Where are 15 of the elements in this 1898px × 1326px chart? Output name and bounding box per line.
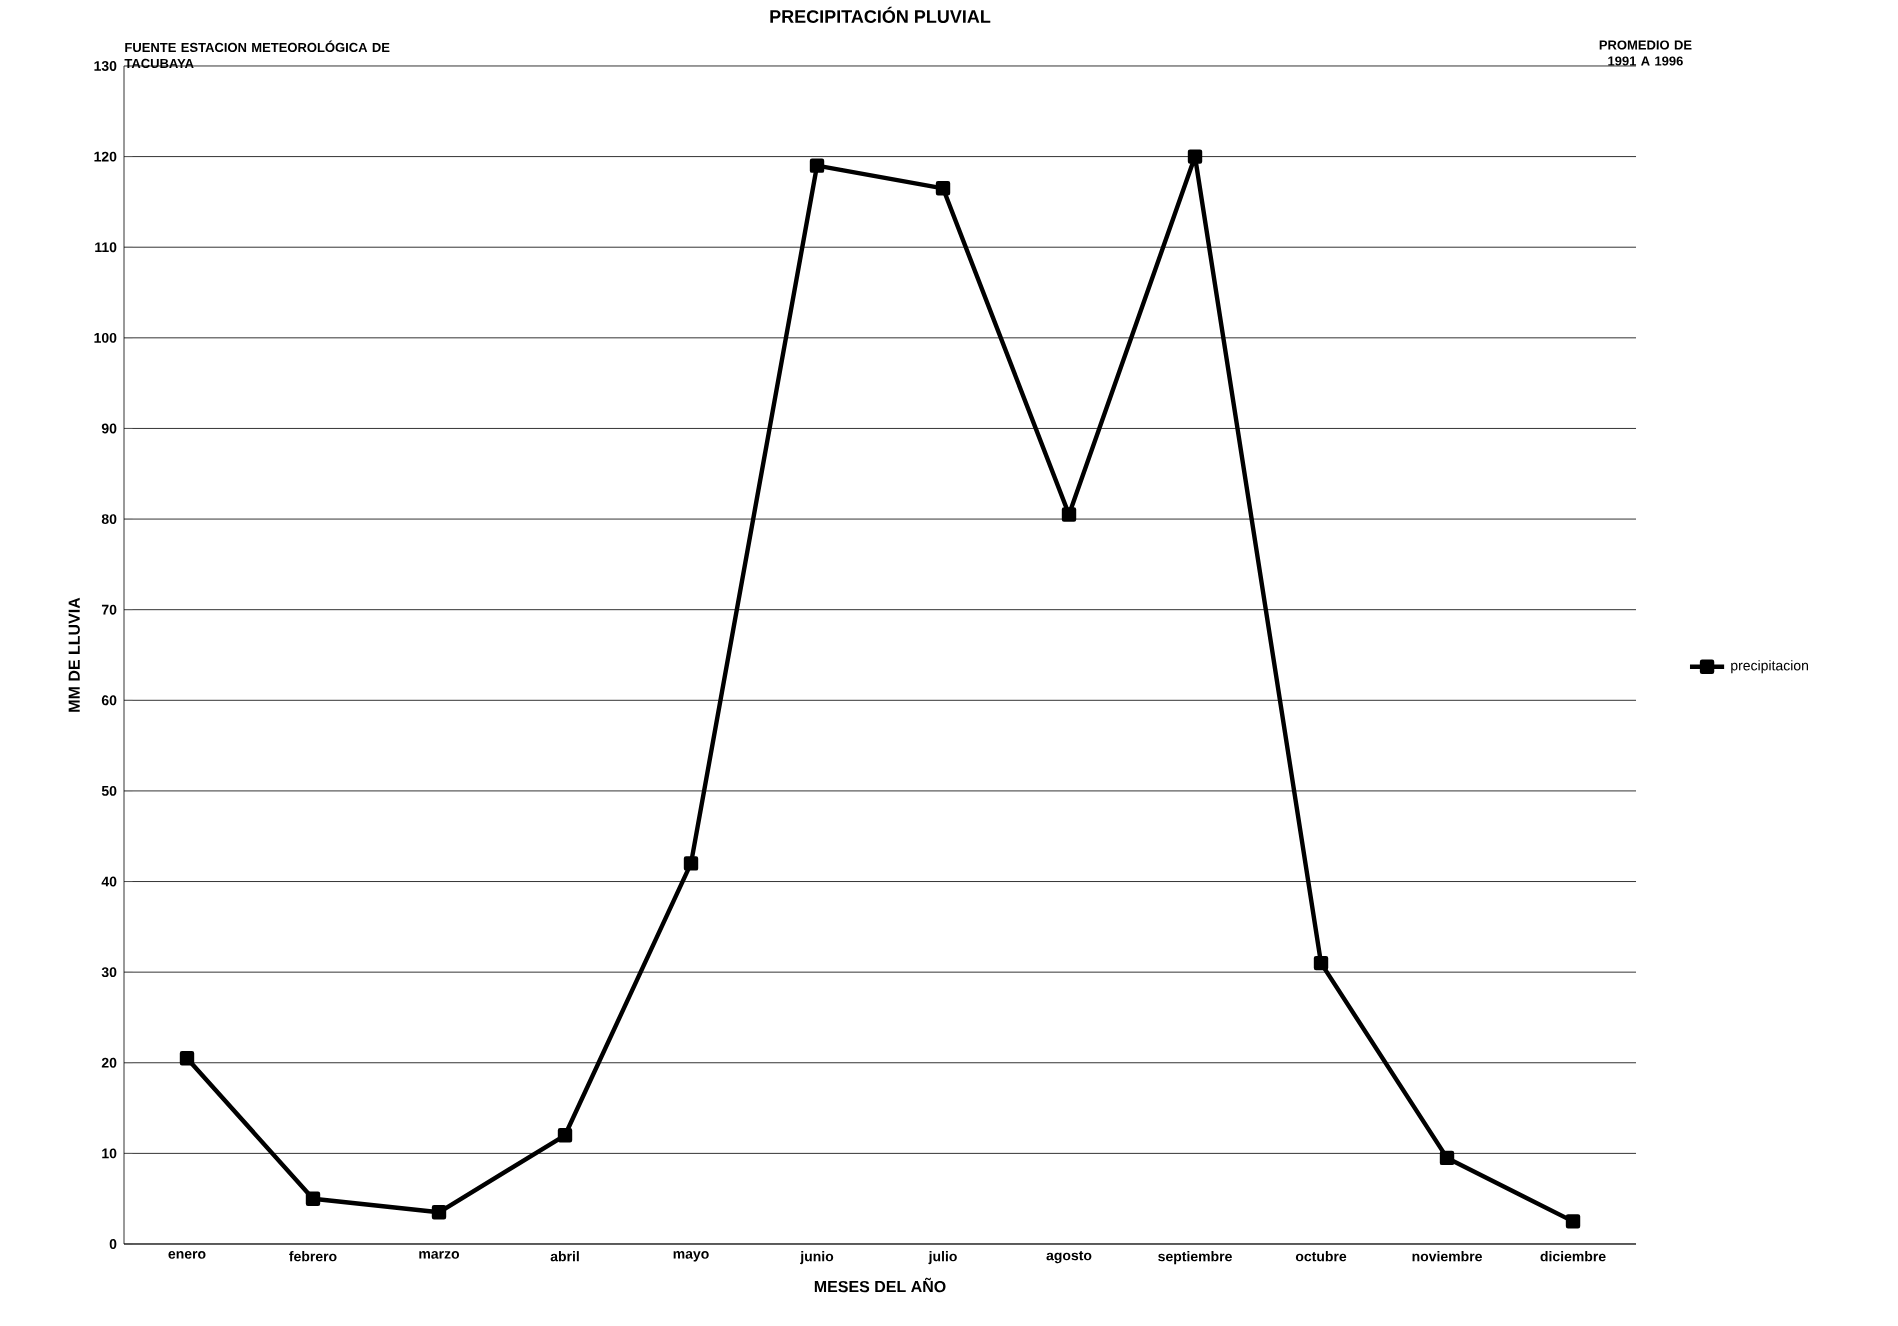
point bbox=[1439, 1150, 1455, 1166]
point bbox=[809, 158, 825, 173]
point bbox=[683, 856, 699, 871]
point bbox=[305, 1191, 321, 1206]
y-axis-title: MM DE LLUVIA bbox=[68, 597, 80, 712]
point bbox=[935, 181, 951, 196]
point bbox=[431, 1205, 447, 1220]
point bbox=[1187, 149, 1203, 164]
point bbox=[179, 1051, 195, 1066]
point bbox=[1061, 507, 1077, 522]
point bbox=[557, 1128, 573, 1143]
point bbox=[1313, 955, 1329, 971]
chart-title: PRECIPITACIÓN PLUVIAL bbox=[770, 6, 991, 23]
point bbox=[1565, 1214, 1581, 1229]
x-axis-title: MESES DEL AÑO bbox=[814, 1277, 946, 1293]
